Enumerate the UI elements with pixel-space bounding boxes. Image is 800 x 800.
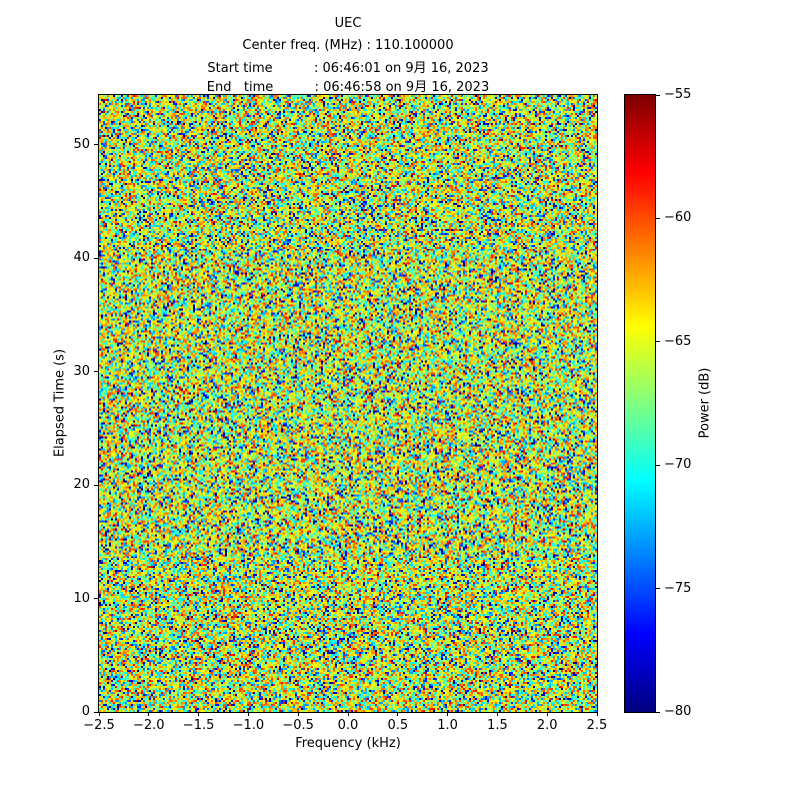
y-tick-mark bbox=[94, 711, 98, 713]
colorbar-tick-label: −60 bbox=[664, 210, 692, 226]
x-tick-mark bbox=[198, 712, 200, 716]
x-tick-mark bbox=[98, 712, 100, 716]
colorbar-tick-mark bbox=[656, 341, 660, 343]
x-tick-label: 2.5 bbox=[586, 718, 608, 733]
y-tick-mark bbox=[94, 598, 98, 600]
x-tick-mark bbox=[297, 712, 299, 716]
y-tick-mark bbox=[94, 144, 98, 146]
x-tick-mark bbox=[447, 712, 449, 716]
y-tick-label: 20 bbox=[73, 477, 90, 493]
x-axis-label: Frequency (kHz) bbox=[295, 736, 401, 751]
colorbar-tick-mark bbox=[656, 464, 660, 466]
colorbar-tick-mark bbox=[656, 588, 660, 590]
x-tick-label: −2.5 bbox=[83, 718, 115, 733]
colorbar-tick-label: −65 bbox=[664, 333, 692, 349]
y-tick-mark bbox=[94, 257, 98, 259]
colorbar-tick-label: −75 bbox=[664, 580, 692, 596]
x-tick-mark bbox=[347, 712, 349, 716]
colorbar-tick-mark bbox=[656, 711, 660, 713]
x-tick-label: 1.5 bbox=[487, 718, 508, 733]
colorbar-tick-label: −55 bbox=[664, 87, 692, 102]
x-tick-label: 0.0 bbox=[337, 718, 359, 733]
y-tick-label: 50 bbox=[73, 136, 90, 152]
figure-title: UEC bbox=[334, 16, 362, 31]
colorbar-label: Power (dB) bbox=[697, 367, 713, 439]
colorbar bbox=[625, 95, 655, 712]
x-tick-label: −2.0 bbox=[133, 718, 165, 733]
x-tick-mark bbox=[148, 712, 150, 716]
x-tick-mark bbox=[397, 712, 399, 716]
x-tick-mark bbox=[546, 712, 548, 716]
x-tick-mark bbox=[596, 712, 598, 716]
spectrogram-heatmap bbox=[99, 95, 597, 712]
x-tick-label: 2.0 bbox=[536, 718, 558, 733]
info-line-center-freq: Center freq. (MHz) : 110.100000 bbox=[242, 38, 454, 53]
x-tick-label: −1.0 bbox=[232, 718, 265, 733]
info-line-end-time: End time : 06:46:58 on 9月 16, 2023 bbox=[206, 80, 490, 95]
y-tick-mark bbox=[94, 484, 98, 486]
colorbar-tick-label: −80 bbox=[664, 704, 692, 719]
x-tick-mark bbox=[496, 712, 498, 716]
colorbar-tick-mark bbox=[656, 217, 660, 219]
y-tick-label: 0 bbox=[81, 704, 90, 719]
x-tick-label: −0.5 bbox=[282, 718, 314, 733]
x-tick-label: −1.5 bbox=[182, 718, 215, 733]
info-line-start-time: Start time : 06:46:01 on 9月 16, 2023 bbox=[207, 61, 489, 76]
x-tick-mark bbox=[247, 712, 249, 716]
colorbar-tick-label: −70 bbox=[664, 457, 692, 473]
y-tick-label: 40 bbox=[73, 250, 90, 266]
x-tick-label: 0.5 bbox=[387, 718, 409, 733]
y-tick-label: 30 bbox=[73, 363, 90, 379]
y-tick-mark bbox=[94, 371, 98, 373]
x-tick-label: 1.0 bbox=[437, 718, 458, 733]
y-tick-label: 10 bbox=[73, 590, 90, 606]
colorbar-tick-mark bbox=[656, 94, 660, 96]
